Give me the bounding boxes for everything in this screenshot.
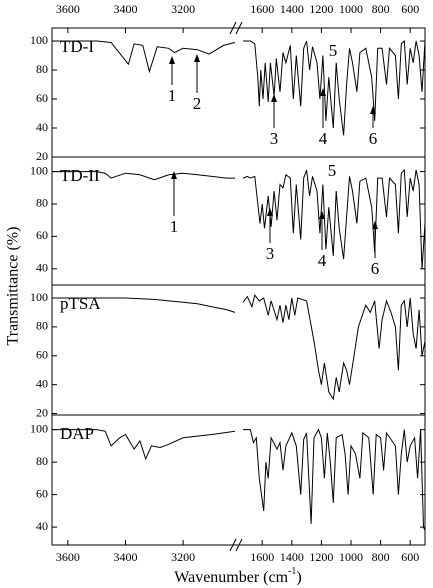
y-tick-label: 100 — [30, 421, 48, 435]
spectrum-line — [52, 171, 235, 181]
x-tick-label: 1600 — [250, 2, 274, 16]
spectrum-line — [52, 429, 236, 461]
x-axis-label-part: -1 — [288, 566, 296, 577]
x-tick-label: 1400 — [280, 2, 304, 16]
annotation: 4 — [318, 251, 327, 270]
panel-frame — [51, 414, 426, 546]
annotation: 5 — [328, 161, 337, 180]
annotation: 3 — [270, 129, 279, 148]
x-tick-label: 800 — [372, 2, 390, 16]
y-tick-label: 20 — [36, 405, 48, 419]
spectrum-line — [52, 297, 236, 313]
y-tick-label: 20 — [36, 149, 48, 163]
panel-label: pTSA — [60, 294, 101, 313]
y-tick-label: 100 — [30, 33, 48, 47]
x-axis-label: Wavenumber (cm-1) — [174, 566, 301, 585]
x-tick-label: 1400 — [280, 550, 304, 564]
y-tick-label: 60 — [36, 91, 48, 105]
y-tick-label: 80 — [36, 319, 48, 333]
x-tick-label: 3400 — [113, 550, 137, 564]
x-tick-label: 3600 — [56, 2, 80, 16]
spectrum-line — [243, 428, 426, 531]
x-tick-label: 1000 — [339, 2, 363, 16]
x-tick-label: 1600 — [250, 550, 274, 564]
y-axis-label: Transmittance (%) — [5, 227, 22, 346]
annotation: 2 — [193, 94, 202, 113]
x-tick-label: 800 — [372, 550, 390, 564]
y-tick-label: 100 — [30, 290, 48, 304]
y-tick-label: 80 — [36, 454, 48, 468]
x-tick-label: 1200 — [309, 2, 333, 16]
panel-label: TD-I — [60, 37, 94, 56]
annotation: 6 — [369, 129, 378, 148]
x-tick-label: 1200 — [309, 550, 333, 564]
x-tick-label: 3400 — [113, 2, 137, 16]
spectrum-line — [52, 40, 236, 74]
y-tick-label: 60 — [36, 348, 48, 362]
y-tick-label: 40 — [36, 261, 48, 275]
spectrum-line — [243, 39, 426, 136]
y-tick-label: 80 — [36, 196, 48, 210]
panel-frame — [51, 284, 426, 416]
annotation: 5 — [329, 41, 338, 60]
annotation: 3 — [266, 244, 275, 263]
panel-label: TD-II — [60, 166, 100, 185]
y-tick-label: 60 — [36, 228, 48, 242]
y-tick-label: 40 — [36, 120, 48, 134]
y-tick-label: 80 — [36, 62, 48, 76]
x-tick-label: 3200 — [171, 550, 195, 564]
x-tick-label: 1000 — [339, 550, 363, 564]
x-axis-label-part: Wavenumber (cm — [174, 569, 288, 586]
y-tick-label: 100 — [30, 163, 48, 177]
x-tick-label: 600 — [401, 550, 419, 564]
axis-break — [229, 21, 243, 552]
annotation: 1 — [168, 86, 177, 105]
spectrum-line — [242, 293, 426, 401]
x-tick-label: 600 — [401, 2, 419, 16]
y-tick-label: 40 — [36, 376, 48, 390]
panel-label: DAP — [60, 424, 94, 443]
annotation: 1 — [170, 217, 179, 236]
panel-frame — [51, 156, 426, 286]
y-tick-label: 60 — [36, 486, 48, 500]
y-tick-label: 40 — [36, 519, 48, 533]
annotation: 4 — [319, 129, 328, 148]
x-axis-label-part: ) — [296, 569, 301, 586]
spectrum-line — [242, 168, 426, 269]
x-tick-label: 3200 — [171, 2, 195, 16]
annotation: 6 — [371, 259, 380, 278]
x-tick-label: 3600 — [56, 550, 80, 564]
